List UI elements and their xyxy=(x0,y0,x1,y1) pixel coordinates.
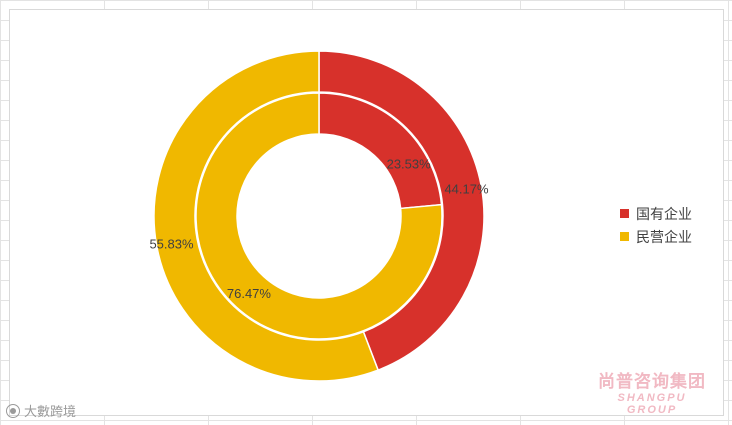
outer-ring-label-state: 44.17% xyxy=(444,182,489,197)
watermark-cn: 尚普咨询集团 xyxy=(598,372,706,391)
legend-item-state[interactable]: 国有企业 xyxy=(620,202,692,225)
outer-ring-slice-private[interactable] xyxy=(153,50,380,382)
chart-area[interactable]: 23.53% 76.47% 44.17% 55.83% 国有企业 民营企业 尚普咨询集… xyxy=(9,9,724,416)
legend-swatch-private xyxy=(620,232,629,241)
donut-chart: 23.53% 76.47% 44.17% 55.83% xyxy=(149,50,489,382)
inner-ring-label-private: 76.47% xyxy=(227,286,272,301)
inner-ring-slice-private[interactable] xyxy=(195,92,443,340)
legend[interactable]: 国有企业 民营企业 xyxy=(620,202,692,248)
watermark-left-text: 大數跨境 xyxy=(24,404,77,419)
outer-ring-label-private: 55.83% xyxy=(149,236,194,251)
dashu-watermark: 大數跨境 xyxy=(6,401,76,420)
legend-item-private[interactable]: 民营企业 xyxy=(620,225,692,248)
legend-label-private: 民营企业 xyxy=(636,228,692,245)
dashu-logo-icon xyxy=(6,403,20,418)
watermark-en: SHANGPU GROUP xyxy=(617,392,687,416)
legend-swatch-state xyxy=(620,209,629,218)
legend-label-state: 国有企业 xyxy=(636,205,692,222)
outer-ring-slice-state[interactable] xyxy=(318,50,485,372)
shangpu-watermark: 尚普咨询集团 SHANGPU GROUP xyxy=(592,367,712,416)
inner-ring-label-state: 23.53% xyxy=(387,156,432,171)
